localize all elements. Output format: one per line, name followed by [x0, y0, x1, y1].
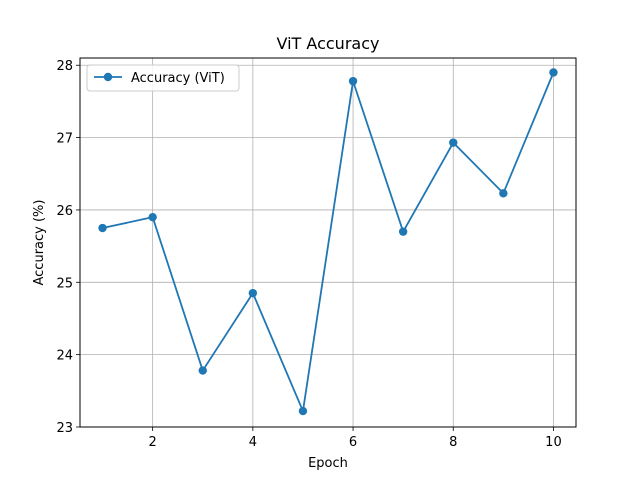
data-point [148, 212, 157, 222]
y-tick-label: 24 [56, 349, 73, 364]
x-tick-label: 10 [545, 435, 562, 450]
data-point [198, 366, 207, 375]
data-point [549, 68, 558, 77]
x-tick-label: 2 [149, 435, 157, 450]
plot-frame [79, 57, 577, 428]
x-tick-label: 6 [349, 435, 357, 450]
y-tick-label: 23 [56, 421, 73, 436]
legend: Accuracy (ViT) [86, 64, 240, 92]
legend-marker-swatch [103, 72, 113, 82]
data-point [499, 189, 508, 198]
y-tick-label: 25 [56, 276, 73, 291]
x-axis-label: Epoch [308, 456, 348, 471]
legend-label: Accuracy (ViT) [131, 71, 225, 86]
x-tick-label: 8 [449, 435, 457, 450]
data-point [248, 288, 258, 298]
series-layer [98, 68, 558, 416]
data-point [398, 227, 408, 236]
grid [80, 58, 576, 428]
y-axis-label: Accuracy (%) [32, 200, 47, 286]
y-tick-label: 27 [56, 132, 73, 147]
chart-title: ViT Accuracy [277, 34, 380, 53]
x-tick-label: 4 [249, 435, 257, 450]
data-point [98, 223, 107, 233]
data-point [348, 76, 358, 86]
data-point [449, 138, 458, 147]
series-line [102, 72, 555, 412]
data-point [298, 406, 308, 416]
y-tick-label: 26 [56, 204, 73, 219]
y-tick-label: 28 [56, 59, 73, 74]
legend-box [86, 64, 240, 92]
